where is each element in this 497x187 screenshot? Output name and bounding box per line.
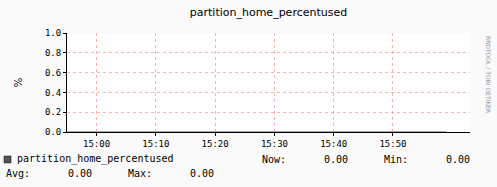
svg-text:15:00: 15:00 <box>83 139 110 149</box>
svg-text:15:20: 15:20 <box>202 139 229 149</box>
svg-text:0.00: 0.00 <box>190 168 214 179</box>
svg-text:%: % <box>13 78 24 88</box>
svg-text:1.0: 1.0 <box>45 28 61 38</box>
svg-text:0.0: 0.0 <box>45 127 61 137</box>
svg-text:Avg:: Avg: <box>6 168 30 179</box>
svg-text:15:30: 15:30 <box>261 139 288 149</box>
svg-text:0.6: 0.6 <box>45 68 61 78</box>
svg-text:Max:: Max: <box>128 168 152 179</box>
svg-text:0.8: 0.8 <box>45 48 61 58</box>
svg-text:0.2: 0.2 <box>45 107 61 117</box>
svg-text:Min:: Min: <box>384 154 408 165</box>
svg-text:0.00: 0.00 <box>68 168 92 179</box>
svg-text:15:40: 15:40 <box>320 139 347 149</box>
svg-text:0.00: 0.00 <box>324 154 348 165</box>
svg-text:Now:: Now: <box>262 154 286 165</box>
svg-text:15:50: 15:50 <box>379 139 406 149</box>
svg-text:partition_home_percentused: partition_home_percentused <box>17 153 174 165</box>
svg-text:RRDTOOL / TOBI OETIKER: RRDTOOL / TOBI OETIKER <box>485 36 492 113</box>
svg-text:0.4: 0.4 <box>45 88 61 98</box>
svg-text:15:10: 15:10 <box>142 139 169 149</box>
svg-text:partition_home_percentused: partition_home_percentused <box>190 6 347 19</box>
svg-text:0.00: 0.00 <box>446 154 470 165</box>
